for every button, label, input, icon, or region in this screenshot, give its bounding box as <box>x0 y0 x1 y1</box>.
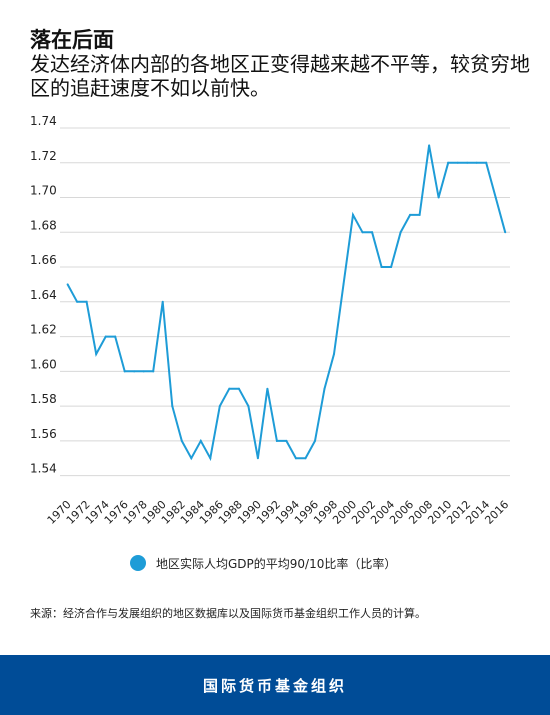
data-point <box>323 387 326 390</box>
data-point <box>313 439 316 442</box>
data-point <box>380 266 383 269</box>
data-point <box>294 457 297 460</box>
y-tick-label: 1.74 <box>30 114 57 128</box>
data-point <box>361 231 364 234</box>
data-point <box>447 161 450 164</box>
y-tick-label: 1.68 <box>30 218 57 232</box>
data-point <box>85 300 88 303</box>
data-point <box>190 457 193 460</box>
y-tick-label: 1.54 <box>30 462 57 476</box>
data-point <box>114 335 117 338</box>
data-point <box>352 213 355 216</box>
series-group <box>66 144 507 462</box>
data-point <box>494 196 497 199</box>
data-point <box>475 161 478 164</box>
data-point <box>342 283 345 286</box>
data-point <box>142 370 145 373</box>
data-point <box>485 161 488 164</box>
y-tick-label: 1.70 <box>30 184 57 198</box>
y-axis-ticks: 1.54 1.56 1.58 1.60 1.62 1.64 1.66 1.68 1.70 1.72… <box>30 114 57 476</box>
chart-title: 落在后面 <box>30 28 114 52</box>
footer-logo-text: 国际货币基金组织 <box>202 676 347 695</box>
data-point <box>275 439 278 442</box>
data-point <box>504 231 507 234</box>
data-point <box>456 161 459 164</box>
data-point <box>266 387 269 390</box>
data-point <box>418 213 421 216</box>
y-tick-label: 1.72 <box>30 149 57 163</box>
data-point <box>390 266 393 269</box>
y-tick-label: 1.60 <box>30 357 57 371</box>
data-point <box>256 457 259 460</box>
line-chart: 1.54 1.56 1.58 1.60 1.62 1.64 1.66 1.68 1.70 1.72… <box>30 114 512 527</box>
chart-subtitle: 发达经济体内部的各地区正变得越来越不平等，较贫穷地区的追赶速度不如以前快。 <box>30 52 530 100</box>
data-point <box>228 387 231 390</box>
data-point <box>247 405 250 408</box>
y-tick-label: 1.58 <box>30 392 57 406</box>
data-point <box>285 439 288 442</box>
data-point <box>437 196 440 199</box>
legend-label: 地区实际人均GDP的平均90/10比率（比率） <box>156 556 397 571</box>
y-tick-label: 1.62 <box>30 323 57 337</box>
data-point <box>466 161 469 164</box>
data-point <box>237 387 240 390</box>
data-point <box>161 300 164 303</box>
data-point <box>66 283 69 286</box>
data-point <box>304 457 307 460</box>
data-point <box>133 370 136 373</box>
data-point <box>95 352 98 355</box>
data-point <box>428 144 431 147</box>
data-point <box>332 352 335 355</box>
data-point <box>76 300 79 303</box>
legend: 地区实际人均GDP的平均90/10比率（比率） <box>130 552 396 574</box>
data-point <box>371 231 374 234</box>
data-point <box>180 439 183 442</box>
x-axis-ticks: 1970197219741976197819801982198419861988… <box>45 498 512 527</box>
footer-banner: 国际货币基金组织 <box>0 655 550 715</box>
data-point <box>409 213 412 216</box>
data-point <box>218 405 221 408</box>
source-note: 来源：经济合作与发展组织的地区数据库以及国际货币基金组织工作人员的计算。 <box>30 607 426 620</box>
data-point <box>209 457 212 460</box>
data-point <box>104 335 107 338</box>
data-point <box>123 370 126 373</box>
data-point <box>171 405 174 408</box>
data-point <box>199 439 202 442</box>
y-tick-label: 1.66 <box>30 253 57 267</box>
data-point <box>399 231 402 234</box>
gridlines <box>60 127 510 477</box>
y-tick-label: 1.56 <box>30 427 57 441</box>
y-tick-label: 1.64 <box>30 288 57 302</box>
data-point <box>152 370 155 373</box>
legend-marker <box>130 555 146 571</box>
